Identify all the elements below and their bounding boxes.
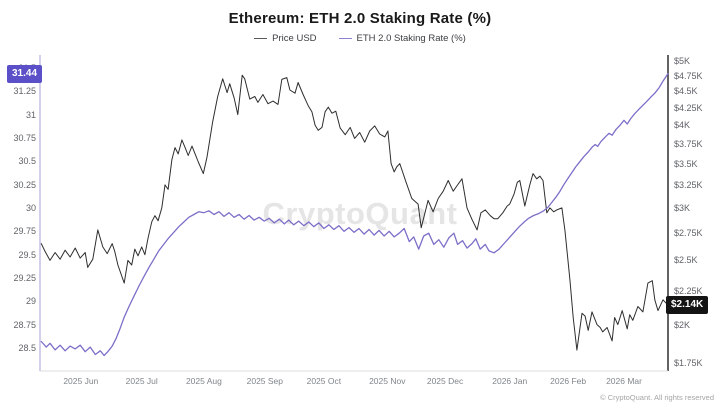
y-right-tick: $3.75K (674, 138, 703, 149)
y-left-tick: 30 (25, 203, 36, 213)
y-left-tick: 29.75 (13, 226, 36, 237)
series-price-usd (40, 74, 669, 351)
copyright-text: © CryptoQuant. All rights reserved (600, 393, 714, 402)
y-left-tick: 31.25 (13, 86, 36, 97)
y-right-tick: $4.25K (674, 102, 703, 113)
legend-label-staking: ETH 2.0 Staking Rate (%) (356, 33, 466, 44)
staking-current-value-badge: 31.44 (7, 64, 43, 83)
y-right-tick: $5K (674, 56, 691, 66)
y-right-tick: $2.25K (674, 285, 703, 296)
y-right-tick: $4.5K (674, 86, 698, 97)
y-left-tick: 28.75 (13, 319, 36, 330)
y-right-tick: $3K (674, 202, 691, 213)
legend-item-price[interactable]: Price USD (254, 33, 317, 44)
chart-legend: Price USD ETH 2.0 Staking Rate (%) (0, 33, 720, 44)
y-left-tick: 30.75 (13, 133, 36, 143)
y-right-tick: $4.75K (674, 70, 703, 81)
y-left-tick: 29.5 (18, 249, 36, 260)
y-left-tick: 31 (25, 109, 36, 120)
y-right-tick: $1.75K (674, 358, 703, 368)
legend-label-price: Price USD (272, 33, 317, 44)
x-axis-tick: 2025 Nov (369, 376, 406, 386)
y-left-tick: 30.5 (18, 156, 36, 167)
chart-title: Ethereum: ETH 2.0 Staking Rate (%) (228, 10, 492, 27)
y-right-tick: $3.25K (674, 179, 703, 190)
y-left-tick: 29.25 (13, 273, 36, 283)
y-right-tick: $2K (674, 319, 691, 330)
y-left-tick: 29 (25, 296, 36, 307)
x-axis-tick: 2025 Jun (63, 376, 99, 386)
legend-line-staking-icon (338, 38, 352, 39)
price-current-value-badge: $2.14K (666, 296, 709, 315)
x-axis-tick: 2025 Aug (185, 376, 222, 386)
y-left-tick: 28.5 (18, 343, 36, 353)
series-staking-rate (40, 72, 669, 357)
x-axis-tick: 2026 Jan (492, 376, 528, 386)
x-axis-tick: 2026 Feb (550, 376, 587, 386)
x-axis-tick: 2026 Mar (606, 376, 642, 386)
y-right-tick: $3.5K (674, 158, 698, 169)
x-axis-tick: 2025 Oct (306, 376, 342, 386)
y-right-tick: $2.5K (674, 255, 698, 266)
legend-line-price-icon (254, 38, 268, 39)
y-left-tick: 30.25 (13, 179, 36, 190)
y-right-tick: $4K (674, 120, 691, 131)
legend-item-staking[interactable]: ETH 2.0 Staking Rate (%) (338, 33, 466, 44)
y-right-tick: $2.75K (674, 227, 703, 238)
x-axis-tick: 2025 Dec (426, 376, 464, 386)
x-axis-tick: 2025 Sep (246, 376, 284, 386)
x-axis-tick: 2025 Jul (125, 376, 158, 386)
